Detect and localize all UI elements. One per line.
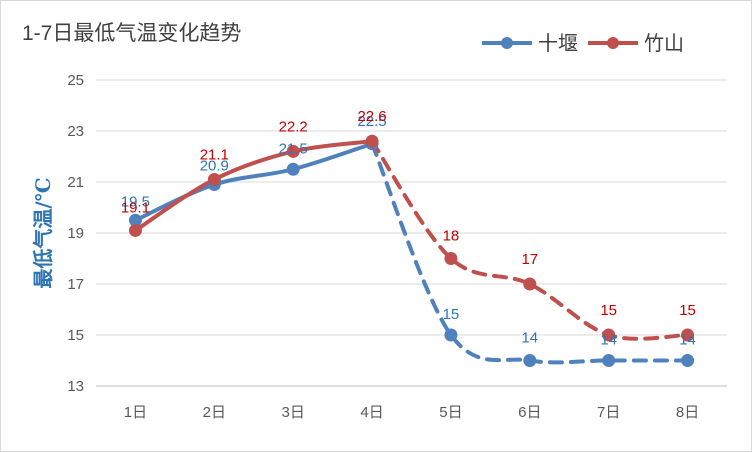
data-point-zhushan[interactable]	[128, 223, 142, 237]
data-label-zhushan: 22.6	[357, 108, 386, 125]
data-label-shiyan: 20.9	[200, 158, 229, 175]
y-axis-label: 最低气温/℃	[31, 177, 55, 288]
y-tick-label: 23	[67, 123, 84, 140]
series-line-forecast-zhushan	[370, 139, 690, 341]
data-label-zhushan: 19.1	[121, 199, 150, 216]
x-tick-label: 8日	[676, 404, 699, 421]
data-point-zhushan[interactable]	[681, 328, 695, 342]
legend-marker-zhushan	[607, 37, 619, 49]
data-point-zhushan[interactable]	[365, 134, 379, 148]
data-label-zhushan: 15	[600, 302, 617, 319]
x-tick-label: 5日	[439, 404, 462, 421]
gridlines	[96, 79, 727, 387]
chart-title: 1-7日最低气温变化趋势	[22, 22, 241, 45]
y-tick-label: 19	[67, 225, 84, 242]
data-label-zhushan: 22.2	[279, 118, 308, 135]
data-point-zhushan[interactable]	[286, 144, 300, 158]
legend-item-zhushan[interactable]: 竹山	[588, 32, 684, 55]
series-line-observed-zhushan	[133, 139, 375, 233]
legend-label-shiyan: 十堰	[538, 32, 578, 55]
data-label-zhushan: 18	[443, 228, 460, 245]
y-tick-label: 17	[67, 276, 84, 293]
data-label-shiyan: 14	[679, 332, 696, 349]
data-point-shiyan[interactable]	[681, 354, 695, 367]
data-point-zhushan[interactable]	[602, 328, 616, 342]
data-point-zhushan[interactable]	[444, 252, 458, 265]
y-axis-ticks: 13 15 17 19 21 23 25	[67, 72, 84, 395]
y-tick-label: 15	[67, 327, 84, 344]
data-point-shiyan[interactable]	[602, 354, 616, 367]
legend-label-zhushan: 竹山	[644, 32, 684, 55]
data-label-zhushan: 17	[521, 251, 538, 268]
legend-marker-shiyan	[501, 37, 513, 49]
data-point-zhushan[interactable]	[207, 172, 221, 186]
y-tick-label: 21	[67, 174, 84, 191]
data-label-shiyan: 21.5	[279, 140, 308, 157]
data-label-shiyan: 14	[600, 332, 617, 349]
x-tick-label: 7日	[597, 404, 620, 421]
data-point-shiyan[interactable]	[523, 354, 537, 367]
series-lines	[133, 139, 690, 365]
x-tick-label: 4日	[360, 404, 383, 421]
data-labels: 19.5 20.9 21.5 22.5 15 14 14 14 19.1 21.1 22.2 22.6…	[121, 108, 696, 348]
data-point-zhushan[interactable]	[523, 277, 537, 291]
data-point-shiyan[interactable]	[286, 162, 300, 176]
x-axis-ticks: 1日 2日 3日 4日 5日 6日 7日 8日	[124, 404, 699, 421]
series-points	[128, 134, 695, 367]
data-label-shiyan: 14	[521, 330, 538, 347]
series-line-observed-shiyan	[133, 141, 375, 223]
series-line-forecast-shiyan	[370, 141, 690, 365]
y-tick-label: 13	[67, 378, 84, 395]
data-label-shiyan: 15	[443, 306, 460, 323]
data-label-zhushan: 21.1	[200, 146, 229, 163]
data-point-shiyan[interactable]	[128, 213, 142, 227]
legend: 十堰 竹山	[482, 32, 684, 55]
data-point-shiyan[interactable]	[444, 328, 458, 342]
x-tick-label: 2日	[203, 404, 226, 421]
x-tick-label: 6日	[518, 404, 541, 421]
legend-item-shiyan[interactable]: 十堰	[482, 32, 578, 55]
data-label-zhushan: 15	[679, 302, 696, 319]
data-label-shiyan: 22.5	[357, 113, 386, 130]
data-label-shiyan: 19.5	[121, 193, 150, 210]
x-tick-label: 3日	[282, 404, 305, 421]
x-tick-label: 1日	[124, 404, 147, 421]
y-tick-label: 25	[67, 72, 84, 89]
